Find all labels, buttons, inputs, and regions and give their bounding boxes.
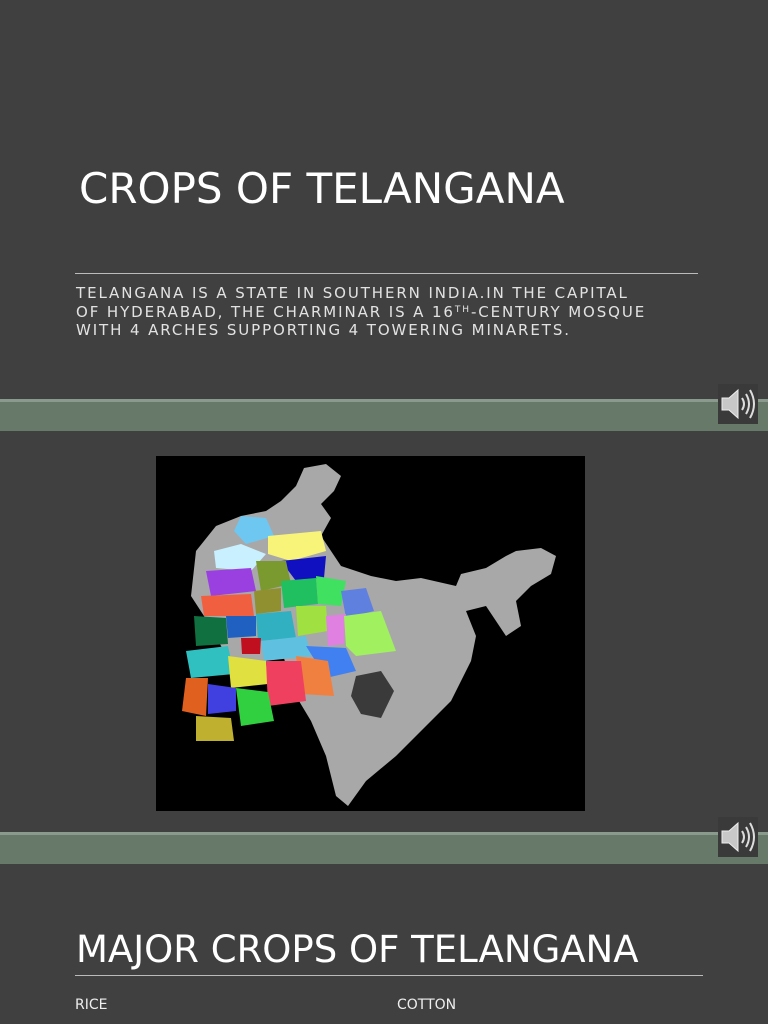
map-shape [306, 646, 356, 678]
map-shape [194, 616, 228, 646]
map-shape [341, 588, 374, 618]
map-shape [721, 388, 739, 420]
map-shape [281, 556, 326, 581]
region [351, 671, 394, 718]
map-shape [344, 611, 396, 656]
title-rule [75, 975, 703, 976]
map-shape [236, 688, 274, 726]
audio-icon[interactable] [718, 384, 758, 424]
subtitle-line: OF HYDERABAD, THE CHARMINAR IS A 16TH-CE… [76, 303, 646, 322]
map-shape [266, 661, 306, 706]
map-shape [214, 544, 266, 571]
map-shape [721, 821, 739, 853]
slide-subtitle: TELANGANA IS A STATE IN SOUTHERN INDIA.I… [76, 284, 646, 340]
subtitle-line: TELANGANA IS A STATE IN SOUTHERN INDIA.I… [76, 284, 629, 302]
map-shape [741, 822, 755, 852]
map-shape [201, 594, 254, 616]
subtitle-text: OF HYDERABAD, THE CHARMINAR IS A 16 [76, 302, 455, 321]
map-shape [241, 638, 261, 654]
map-shape [226, 616, 256, 638]
crop-item: RICE [75, 997, 108, 1013]
map-image [156, 456, 585, 811]
map-shape [296, 656, 334, 696]
map-shape [741, 389, 755, 419]
slide-separator [0, 399, 768, 431]
slide-separator [0, 832, 768, 864]
subtitle-text: -CENTURY MOSQUE [470, 302, 647, 321]
map-shape [256, 611, 296, 641]
map-shape [261, 636, 311, 661]
superscript: TH [454, 304, 471, 315]
map-shape [182, 678, 208, 716]
audio-icon[interactable] [718, 817, 758, 857]
map-shape [268, 531, 326, 561]
map-shape [281, 578, 318, 608]
map-shape [228, 656, 268, 688]
subtitle-line: WITH 4 ARCHES SUPPORTING 4 TOWERING MINA… [76, 321, 571, 339]
title-rule [75, 273, 698, 274]
map-shape [208, 684, 236, 714]
map-shape [316, 576, 346, 606]
slide-title: CROPS OF TELANGANA [79, 164, 565, 213]
map-shape [234, 516, 274, 544]
map-shape [254, 588, 281, 614]
telangana-districts [182, 516, 396, 741]
map-shape [196, 716, 234, 741]
crop-item: COTTON [397, 997, 457, 1013]
map-shape [206, 568, 256, 596]
slide-title: MAJOR CROPS OF TELANGANA [76, 928, 639, 971]
map-shape [186, 646, 234, 678]
map-shape [296, 606, 328, 636]
map-shape [326, 614, 346, 646]
